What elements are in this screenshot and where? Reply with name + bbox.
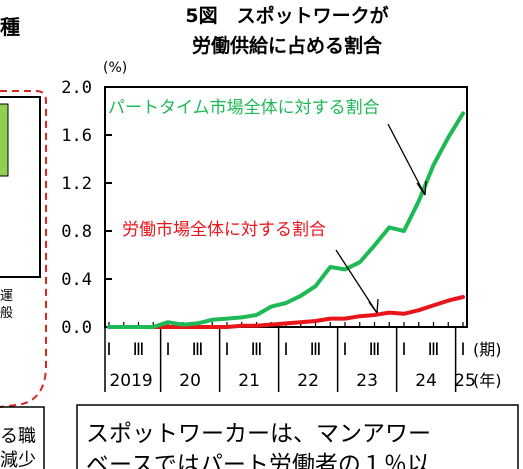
series-label-part-time: パートタイム市場全体に対する割合 <box>108 98 380 118</box>
x-year-label: 23 <box>356 371 378 391</box>
x-year-label: 20 <box>179 371 201 391</box>
arrowhead-part-time <box>416 180 427 196</box>
x-year-label: 21 <box>238 371 260 391</box>
chart-title-line1: 5図 スポットワークが <box>185 4 388 27</box>
x-quarter-label: Ⅰ <box>165 340 170 360</box>
x-year-label: 22 <box>297 371 319 391</box>
x-year-label: 25 <box>454 371 476 391</box>
x-year-unit: (年) <box>473 371 502 390</box>
x-quarter-label: Ⅰ <box>283 340 288 360</box>
x-quarter-label: Ⅰ <box>224 340 229 360</box>
x-quarter-label: Ⅰ <box>342 340 347 360</box>
series-label-labor-market: 労働市場全体に対する割合 <box>122 220 326 240</box>
x-quarter-label: Ⅲ <box>428 340 440 360</box>
left-bottom-text-2: 減少 <box>0 450 36 469</box>
caption-line1: スポットワーカーは、マンアワー <box>86 421 431 447</box>
y-tick-label: 0.4 <box>61 270 92 290</box>
x-quarter-label: Ⅲ <box>251 340 263 360</box>
arrowhead-labor-market <box>368 298 379 314</box>
x-year-label: 2019 <box>109 371 152 391</box>
y-unit-label: (%) <box>103 60 127 76</box>
left-heading-char: 種 <box>0 15 20 39</box>
y-tick-label: 2.0 <box>61 78 92 98</box>
left-dashed-outline <box>0 90 47 408</box>
x-quarter-label: Ⅰ <box>106 340 111 360</box>
y-tick-label: 0.0 <box>61 318 92 338</box>
x-quarter-label: Ⅰ <box>460 340 465 360</box>
y-tick-label: 1.6 <box>61 126 92 146</box>
x-quarter-label: Ⅰ <box>401 340 406 360</box>
left-bottom-box <box>0 406 45 469</box>
series-line-part-time <box>107 111 465 329</box>
chart-title-line2: 労働供給に占める割合 <box>192 34 383 57</box>
series-line-labor-market <box>107 295 465 329</box>
x-period-unit: (期) <box>473 340 502 359</box>
x-quarter-label: Ⅲ <box>133 340 145 360</box>
x-quarter-label: Ⅲ <box>310 340 322 360</box>
series-lines <box>107 111 465 329</box>
caption-box <box>76 404 519 469</box>
left-bottom-text-1: る職 <box>0 426 36 447</box>
x-quarter-label: Ⅲ <box>369 340 381 360</box>
x-axis: Ⅰ Ⅲ Ⅰ Ⅲ Ⅰ Ⅲ Ⅰ Ⅲ Ⅰ Ⅲ Ⅰ Ⅲ Ⅰ (期)2019 20 21 22 23 24 25(年) <box>104 322 502 392</box>
left-box-text-2: 般 <box>0 305 13 321</box>
y-axis: 2.0 1.6 1.2 0.8 0.4 0.0 <box>61 78 112 338</box>
x-year-label: 24 <box>415 371 437 391</box>
plot-frame <box>104 86 468 328</box>
caption-line2: ベースではパート労働者の１％以 <box>86 452 430 469</box>
arrow-part-time <box>387 123 426 196</box>
x-quarter-label: Ⅲ <box>192 340 204 360</box>
left-box-text-1: 運 <box>0 289 13 304</box>
y-tick-label: 0.8 <box>61 222 92 242</box>
y-tick-label: 1.2 <box>61 174 92 194</box>
left-box <box>0 96 41 278</box>
left-green-bar <box>0 103 9 177</box>
